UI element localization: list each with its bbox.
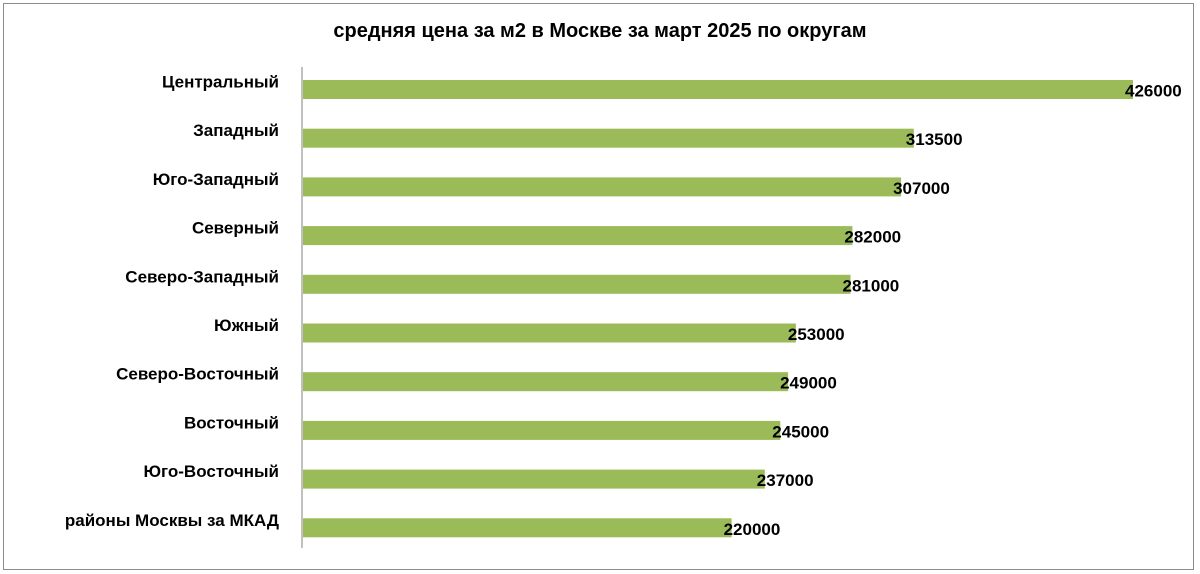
bar xyxy=(303,420,781,440)
category-label: Юго-Западный xyxy=(153,170,279,189)
category-label: Северо-Восточный xyxy=(116,365,279,384)
category-label: Южный xyxy=(214,316,279,335)
category-label: районы Москвы за МКАД xyxy=(65,511,279,530)
data-label: 313500 xyxy=(906,130,963,149)
bar xyxy=(303,274,851,294)
bar-group: Северо-Восточный 249000 xyxy=(116,365,837,393)
data-label: 282000 xyxy=(844,228,901,247)
category-label: Юго-Восточный xyxy=(144,462,280,481)
chart-title: средняя цена за м2 в Москве за март 2025… xyxy=(333,20,866,42)
category-label: Центральный xyxy=(162,73,279,92)
data-label: 245000 xyxy=(772,422,829,441)
bar-group: Центральный 426000 xyxy=(162,73,1182,101)
bar-group: районы Москвы за МКАД 220000 xyxy=(65,511,780,539)
data-label: 253000 xyxy=(788,325,845,344)
category-label: Западный xyxy=(193,121,279,140)
bar xyxy=(303,518,732,538)
data-label: 220000 xyxy=(724,520,781,539)
bar-group: Северный 282000 xyxy=(192,219,901,247)
bar xyxy=(303,80,1133,99)
bar-group: Северо-Западный 281000 xyxy=(125,267,899,295)
bar xyxy=(303,177,902,197)
bar xyxy=(303,372,789,392)
bar xyxy=(303,469,765,489)
bar xyxy=(303,128,914,148)
data-label: 237000 xyxy=(757,471,814,490)
data-label: 249000 xyxy=(780,374,837,393)
category-label: Восточный xyxy=(184,413,279,432)
bar xyxy=(303,323,796,343)
bar-group: Юго-Восточный 237000 xyxy=(144,462,814,490)
bar-group: Западный 313500 xyxy=(193,121,962,149)
data-label: 307000 xyxy=(893,179,950,198)
data-label: 426000 xyxy=(1125,82,1182,101)
bars-layer: Центральный 426000 Западный 313500 Юго-Запад… xyxy=(65,73,1182,539)
bar-group: Южный 253000 xyxy=(214,316,845,344)
bar xyxy=(303,226,853,246)
category-label: Северный xyxy=(192,219,279,238)
bar-group: Восточный 245000 xyxy=(184,413,829,441)
category-label: Северо-Западный xyxy=(125,267,279,286)
bar-group: Юго-Западный 307000 xyxy=(153,170,950,198)
data-label: 281000 xyxy=(843,276,900,295)
